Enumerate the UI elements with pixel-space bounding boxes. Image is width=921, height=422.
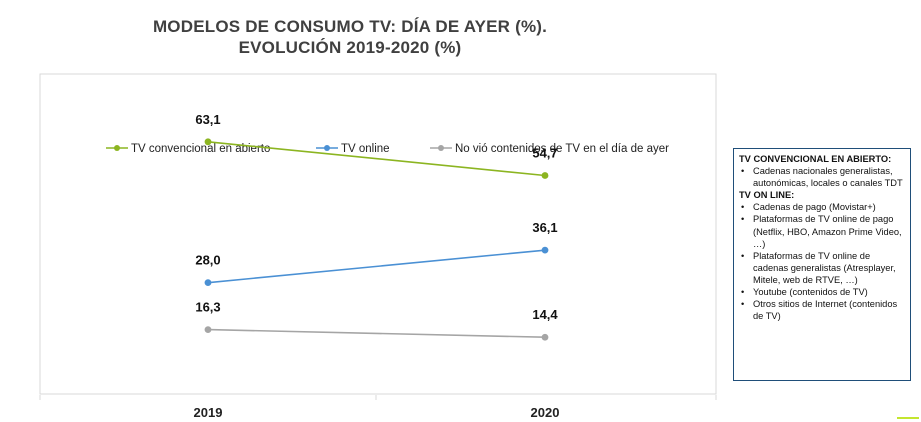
series-group: 63,1 54,7 28,0 36,1 16,3 14,4: [195, 112, 558, 341]
data-point-2-0: [204, 326, 212, 333]
notes-item: Cadenas de pago (Movistar+): [741, 201, 905, 213]
notes-item: Plataformas de TV online de pago (Netfli…: [741, 213, 905, 249]
notes-list-tv-online: Cadenas de pago (Movistar+) Plataformas …: [739, 201, 905, 322]
data-label-2-1: 14,4: [532, 307, 558, 322]
data-label-2-0: 16,3: [195, 300, 220, 315]
data-point-0-1: [541, 172, 549, 179]
data-label-0-1: 54,7: [532, 146, 557, 161]
data-point-1-0: [204, 279, 212, 287]
notes-item: Youtube (contenidos de TV): [741, 286, 905, 298]
definitions-box: TV CONVENCIONAL EN ABIERTO: Cadenas naci…: [733, 148, 911, 381]
data-point-1-1: [541, 246, 549, 254]
data-label-1-0: 28,0: [195, 253, 220, 268]
legend-marker-1: [324, 145, 330, 151]
notes-item: Cadenas nacionales generalistas, autonóm…: [741, 165, 905, 189]
plot-area-border: [39, 73, 717, 395]
legend: TV convencional en abierto TV online No vi…: [106, 143, 669, 155]
legend-label-0: TV convencional en abierto: [131, 143, 270, 155]
x-tick-label-2020: 2020: [531, 405, 560, 420]
x-axis: 2019 2020: [39, 395, 717, 420]
series-line-1: [207, 249, 546, 284]
data-label-1-1: 36,1: [532, 220, 557, 235]
notes-item: Otros sitios de Internet (contenidos de …: [741, 298, 905, 322]
notes-item: Plataformas de TV online de cadenas gene…: [741, 250, 905, 286]
notes-list-tv-convencional: Cadenas nacionales generalistas, autonóm…: [739, 165, 905, 189]
data-label-0-0: 63,1: [195, 112, 220, 127]
legend-marker-0: [114, 145, 120, 151]
legend-label-1: TV online: [341, 143, 390, 155]
legend-label-2: No vió contenidos de TV en el día de aye…: [455, 143, 669, 155]
notes-heading-tv-convencional: TV CONVENCIONAL EN ABIERTO:: [739, 154, 892, 164]
chart-title-line1: MODELOS DE CONSUMO TV: DÍA DE AYER (%).: [152, 17, 548, 36]
series-line-2: [207, 328, 546, 339]
series-line-0: [207, 141, 546, 177]
chart-title-line2: EVOLUCIÓN 2019-2020 (%): [238, 38, 462, 57]
data-point-2-1: [541, 333, 549, 341]
corner-accent-line: [897, 417, 919, 419]
notes-heading-tv-online: TV ON LINE:: [739, 190, 795, 201]
x-tick-label-2019: 2019: [194, 405, 223, 420]
data-point-0-0: [204, 138, 212, 146]
legend-marker-2: [438, 145, 444, 151]
